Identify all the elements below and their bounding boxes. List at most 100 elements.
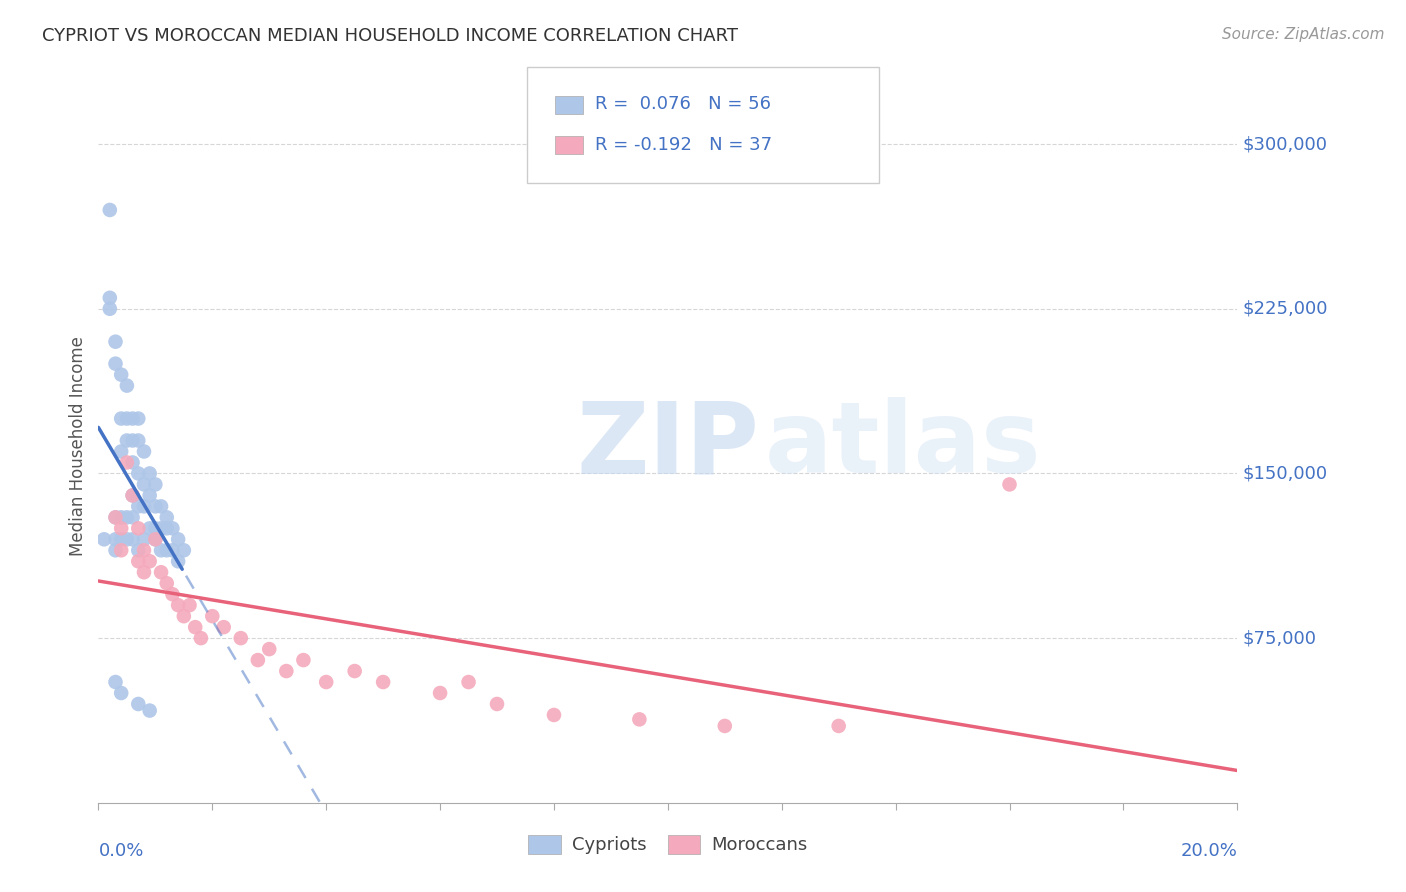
Point	[127, 411, 149, 425]
Point	[173, 543, 195, 558]
Text: $300,000: $300,000	[1243, 135, 1329, 153]
Point	[145, 533, 167, 547]
Point	[167, 598, 190, 612]
Text: CYPRIOT VS MOROCCAN MEDIAN HOUSEHOLD INCOME CORRELATION CHART: CYPRIOT VS MOROCCAN MEDIAN HOUSEHOLD INC…	[42, 27, 738, 45]
Point	[156, 521, 179, 535]
Text: Source: ZipAtlas.com: Source: ZipAtlas.com	[1222, 27, 1385, 42]
Point	[110, 411, 132, 425]
Point	[167, 554, 190, 568]
Point	[115, 510, 138, 524]
Point	[127, 697, 149, 711]
Point	[115, 411, 138, 425]
Point	[98, 301, 121, 316]
Point	[110, 543, 132, 558]
Point	[190, 631, 212, 645]
Point	[127, 543, 149, 558]
Point	[138, 554, 160, 568]
Point	[628, 712, 651, 726]
Text: 20.0%: 20.0%	[1181, 842, 1237, 860]
Point	[828, 719, 851, 733]
Point	[343, 664, 366, 678]
Point	[127, 500, 149, 514]
Point	[110, 686, 132, 700]
Point	[132, 533, 155, 547]
Point	[110, 521, 132, 535]
Point	[138, 521, 160, 535]
Point	[132, 566, 155, 580]
Point	[121, 488, 143, 502]
Point	[246, 653, 269, 667]
Point	[179, 598, 201, 612]
Point	[121, 510, 143, 524]
Point	[104, 357, 127, 371]
Point	[150, 521, 173, 535]
Point	[132, 444, 155, 458]
Point	[156, 576, 179, 591]
Point	[167, 533, 190, 547]
Point	[162, 543, 184, 558]
Point	[162, 587, 184, 601]
Point	[127, 467, 149, 481]
Point	[104, 334, 127, 349]
Point	[201, 609, 224, 624]
Text: R =  0.076   N = 56: R = 0.076 N = 56	[595, 95, 770, 113]
Text: $150,000: $150,000	[1243, 465, 1329, 483]
Point	[150, 500, 173, 514]
Point	[276, 664, 298, 678]
Point	[150, 566, 173, 580]
Point	[145, 521, 167, 535]
Point	[121, 488, 143, 502]
Point	[121, 411, 143, 425]
Point	[543, 708, 565, 723]
Point	[121, 434, 143, 448]
Point	[145, 500, 167, 514]
Point	[115, 434, 138, 448]
Text: R = -0.192   N = 37: R = -0.192 N = 37	[595, 136, 772, 153]
Point	[162, 521, 184, 535]
Point	[104, 533, 127, 547]
Point	[998, 477, 1021, 491]
Point	[373, 675, 395, 690]
Point	[486, 697, 509, 711]
Point	[104, 543, 127, 558]
Point	[229, 631, 252, 645]
Point	[259, 642, 281, 657]
Point	[138, 467, 160, 481]
Point	[127, 554, 149, 568]
Point	[138, 488, 160, 502]
Point	[110, 444, 132, 458]
Point	[115, 378, 138, 392]
Point	[121, 533, 143, 547]
Point	[156, 543, 179, 558]
Point	[121, 455, 143, 469]
Text: atlas: atlas	[765, 398, 1042, 494]
Point	[315, 675, 337, 690]
Point	[292, 653, 315, 667]
Point	[104, 510, 127, 524]
Point	[132, 477, 155, 491]
Point	[98, 202, 121, 217]
Point	[156, 510, 179, 524]
Point	[457, 675, 479, 690]
Point	[138, 704, 160, 718]
Point	[173, 609, 195, 624]
Point	[127, 434, 149, 448]
Point	[110, 510, 132, 524]
Text: 0.0%: 0.0%	[98, 842, 143, 860]
Point	[145, 533, 167, 547]
Text: $225,000: $225,000	[1243, 300, 1329, 318]
Point	[132, 543, 155, 558]
Y-axis label: Median Household Income: Median Household Income	[69, 336, 87, 556]
Point	[110, 533, 132, 547]
Point	[127, 521, 149, 535]
Point	[110, 368, 132, 382]
Point	[429, 686, 451, 700]
Point	[115, 455, 138, 469]
Point	[145, 477, 167, 491]
Point	[150, 543, 173, 558]
Point	[184, 620, 207, 634]
Point	[104, 510, 127, 524]
Point	[98, 291, 121, 305]
Point	[714, 719, 737, 733]
Point	[93, 533, 115, 547]
